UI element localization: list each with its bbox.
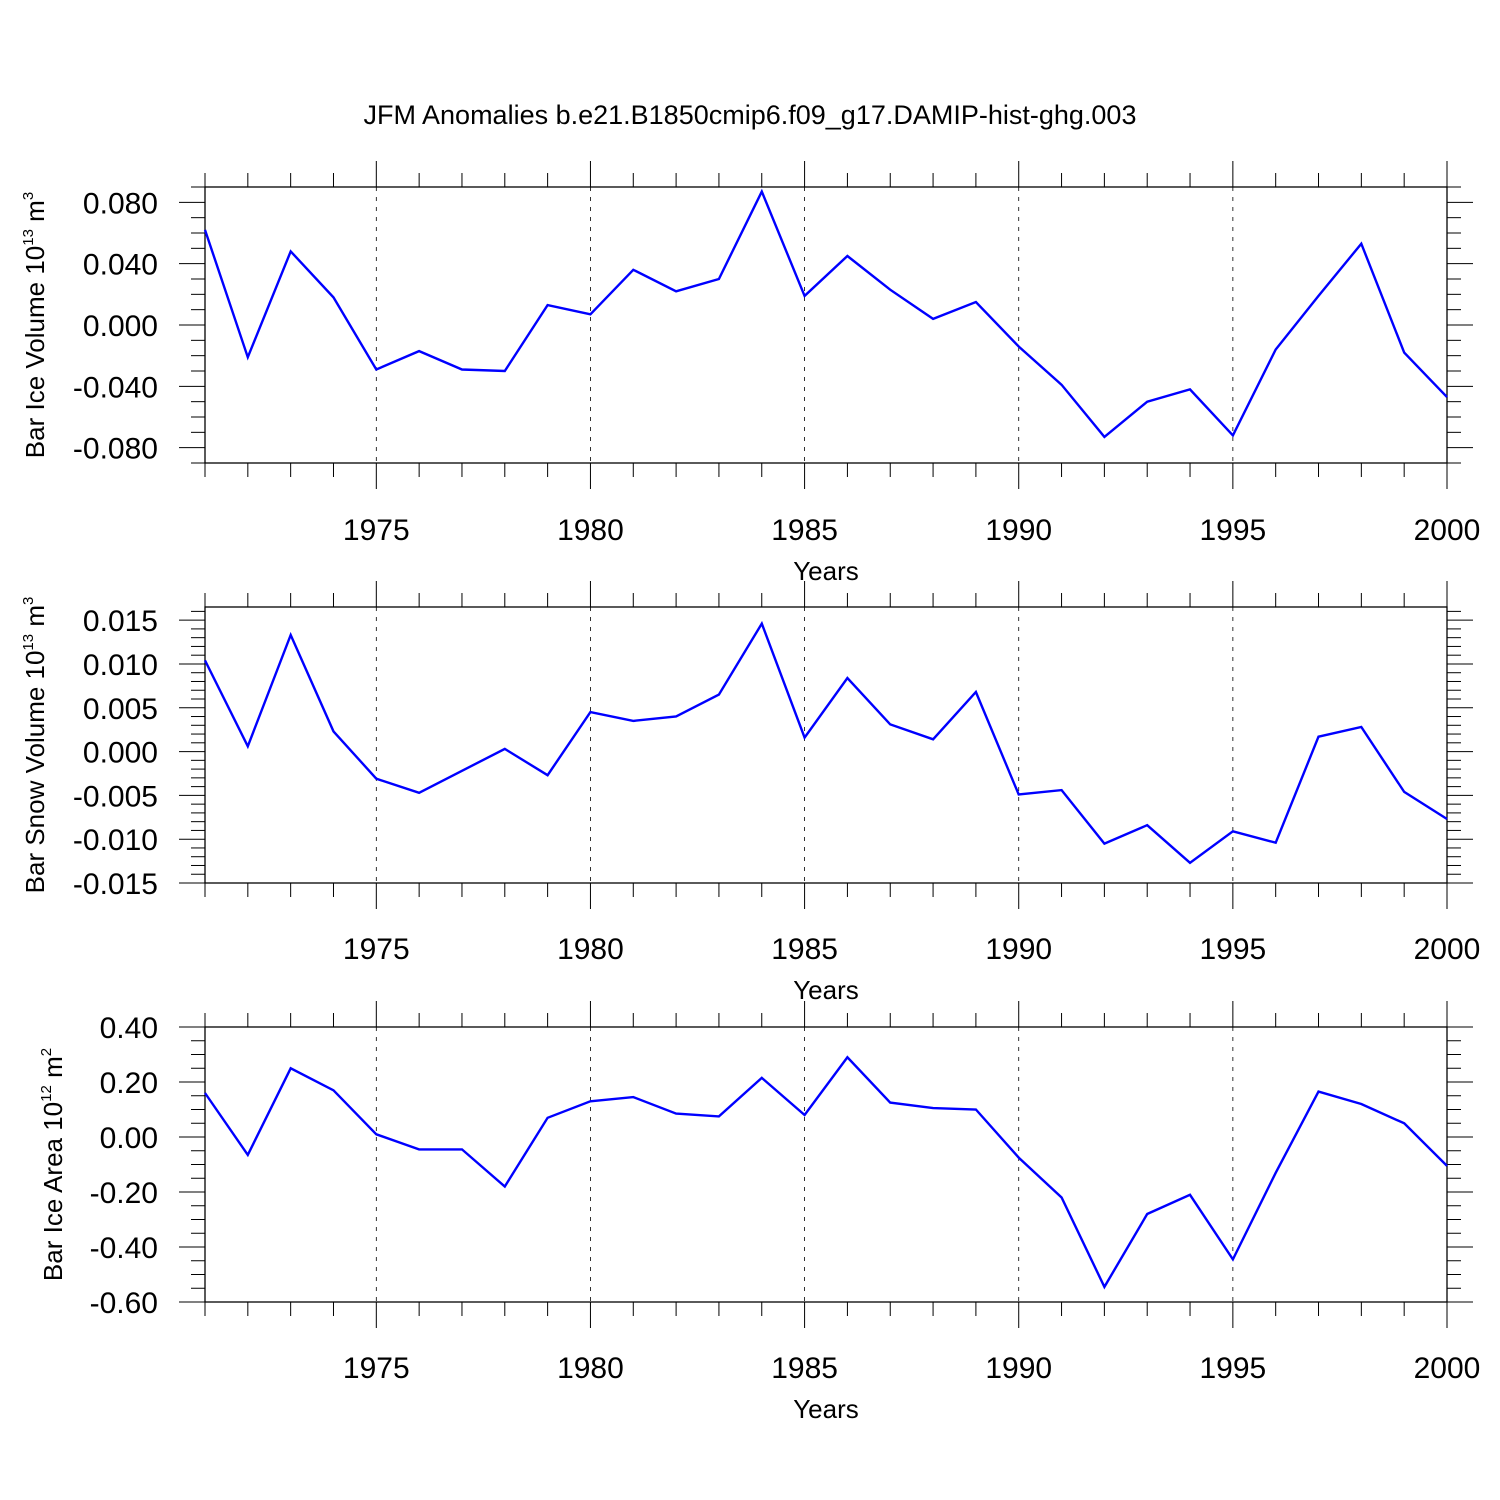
y-tick-label: 0.005: [83, 693, 158, 726]
x-tick-label: 1995: [1199, 514, 1266, 547]
series-line-1: [203, 620, 1448, 865]
y-tick-label: 0.000: [83, 310, 158, 343]
y-axis-label: Bar Ice Volume 1013 m3: [20, 192, 50, 458]
y-tick-label: -0.60: [90, 1287, 158, 1320]
x-tick-label: 1990: [985, 1352, 1052, 1385]
y-tick-label: 0.00: [100, 1122, 158, 1155]
y-tick-label: -0.20: [90, 1177, 158, 1210]
chart-panel-2: 1975 1980 1985 1990 1995 2000 0.015 0.010 0.005 0…: [20, 581, 1480, 1005]
panels: 1975 1980 1985 1990 1995 2000 0.080 0.040 0.000 -…: [20, 161, 1480, 1424]
chart-title: JFM Anomalies b.e21.B1850cmip6.f09_g17.D…: [364, 100, 1137, 130]
x-tick-label: 1985: [771, 1352, 838, 1385]
x-tick-label: 1975: [343, 933, 410, 966]
series-line-1: [204, 1055, 1448, 1290]
y-tick-label: 0.40: [100, 1012, 158, 1045]
x-tick-label: 2000: [1414, 933, 1481, 966]
x-tick-label: 2000: [1414, 514, 1481, 547]
x-tick-label: 1990: [985, 933, 1052, 966]
y-axis-label: Bar Snow Volume 1013 m3: [20, 597, 50, 894]
y-tick-label: -0.005: [73, 780, 158, 813]
x-tick-label: 1980: [557, 1352, 624, 1385]
x-tick-label: 1975: [343, 514, 410, 547]
y-tick-label: -0.40: [90, 1232, 158, 1265]
x-tick-label: 1985: [771, 514, 838, 547]
plot-frame: [204, 186, 1448, 464]
y-tick-label: 0.080: [83, 187, 158, 220]
x-axis-label: Years: [793, 556, 859, 586]
plot-frame: [204, 1026, 1448, 1303]
y-tick-label: 0.20: [100, 1067, 158, 1100]
series-line-1: [203, 188, 1448, 439]
y-axis-label: Bar Ice Area 1012 m2: [38, 1048, 68, 1281]
y-tick-label: 0.000: [83, 737, 158, 770]
x-tick-label: 1985: [771, 933, 838, 966]
y-tick-label: 0.010: [83, 649, 158, 682]
y-tick-label: 0.015: [83, 605, 158, 638]
y-tick-label: -0.040: [73, 371, 158, 404]
x-tick-label: 1975: [343, 1352, 410, 1385]
x-tick-label: 1990: [985, 514, 1052, 547]
x-tick-label: 1980: [557, 933, 624, 966]
x-tick-label: 2000: [1414, 1352, 1481, 1385]
x-tick-label: 1995: [1199, 933, 1266, 966]
x-axis-label: Years: [793, 1394, 859, 1424]
y-tick-label: -0.080: [73, 433, 158, 466]
chart-panel-1: 1975 1980 1985 1990 1995 2000 0.080 0.040 0.000 -…: [20, 161, 1480, 586]
x-tick-label: 1980: [557, 514, 624, 547]
y-tick-label: -0.010: [73, 824, 158, 857]
y-tick-label: -0.015: [73, 868, 158, 901]
plot-frame: [204, 606, 1448, 884]
x-axis-label: Years: [793, 975, 859, 1005]
x-tick-label: 1995: [1199, 1352, 1266, 1385]
chart-panel-3: 1975 1980 1985 1990 1995 2000 0.40 0.20 0.00 -0.2…: [38, 1001, 1480, 1424]
y-tick-label: 0.040: [83, 249, 158, 282]
